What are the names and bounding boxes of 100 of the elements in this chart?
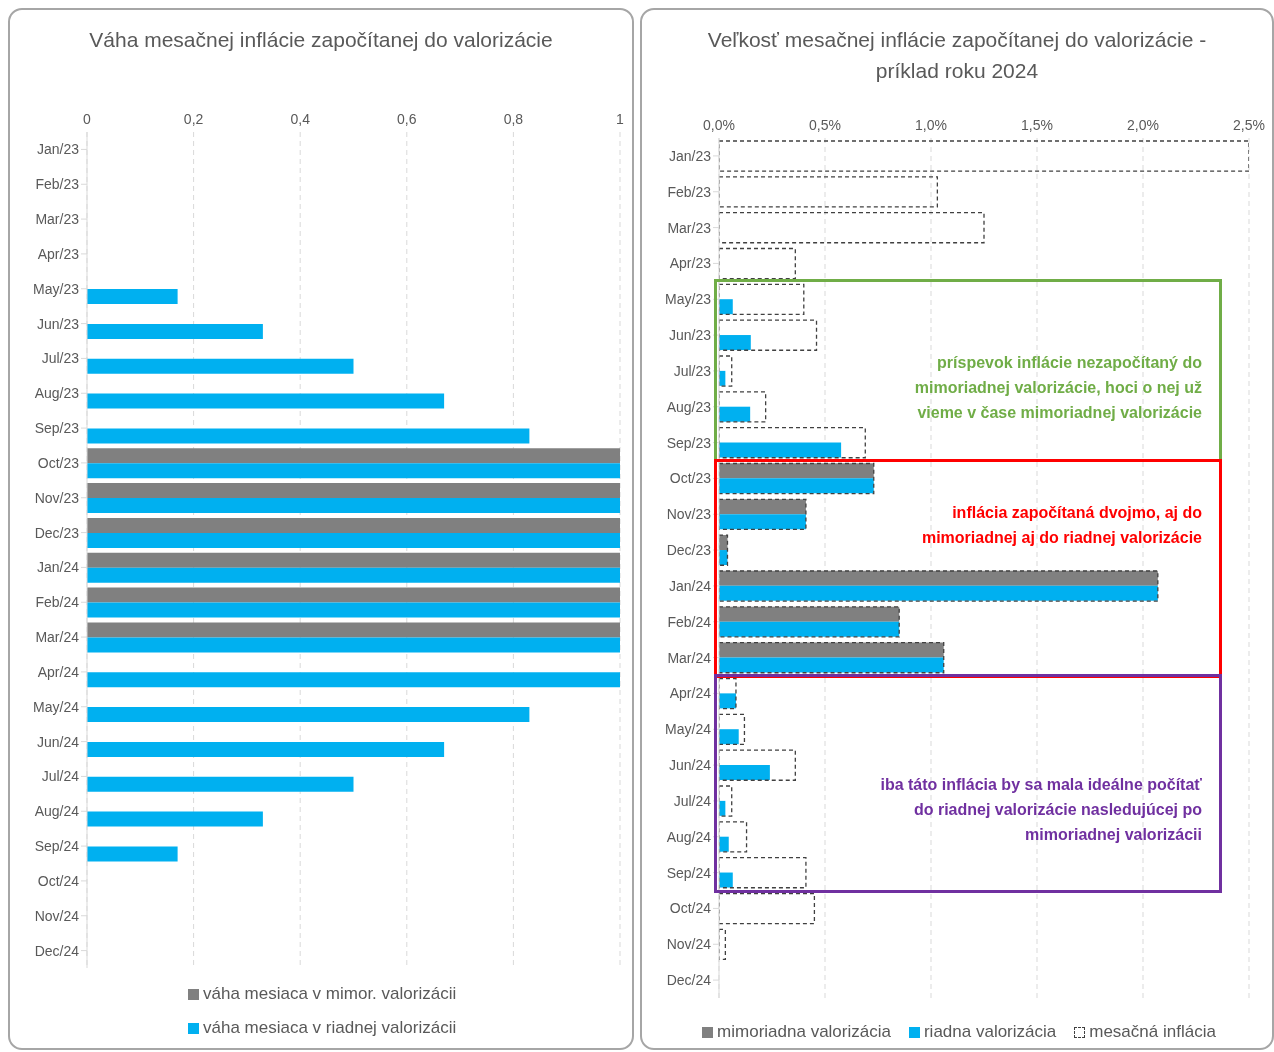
- bar: [719, 514, 806, 530]
- y-tick-label: Aug/24: [34, 803, 80, 820]
- y-tick-label: May/24: [33, 698, 80, 715]
- chart-title: Veľkosť mesačnej inflácie započítanej do valorizácie - príklad roku 2024: [706, 27, 1208, 84]
- y-tick-label: Jun/23: [668, 327, 712, 344]
- y-tick-label: Aug/24: [666, 828, 712, 845]
- bar: [719, 642, 944, 658]
- y-tick-label: Jul/23: [673, 362, 712, 379]
- y-tick-label: Apr/23: [669, 255, 712, 272]
- bar: [719, 498, 807, 531]
- chart-title: Váha mesačnej inflácie započítanej do valorizácie: [88, 27, 554, 53]
- bar: [719, 299, 733, 315]
- bar: [719, 657, 944, 673]
- bar: [87, 393, 445, 409]
- y-tick-label: Jan/23: [36, 141, 80, 158]
- bar: [719, 478, 874, 494]
- bar: [719, 335, 751, 351]
- y-tick-label: Dec/24: [666, 972, 712, 989]
- bar: [87, 358, 354, 374]
- bar: [719, 247, 796, 280]
- x-tick-label: 0,8: [503, 111, 524, 127]
- annotation: iba táto inflácia by sa mala ideálne počítať do riadnej valorizácie nasledujúcej po mimoriadnej valorizácii: [879, 775, 1202, 846]
- bar: [87, 707, 530, 723]
- bar: [719, 570, 1159, 602]
- annotation: inflácia započítaná dvojmo, aj do mimoriadnej aj do riadnej valorizácie: [920, 503, 1202, 548]
- y-tick-label: Oct/24: [37, 872, 80, 889]
- bar: [719, 212, 985, 244]
- bar: [87, 552, 620, 568]
- bar: [719, 892, 816, 925]
- bar: [719, 319, 818, 351]
- bar: [87, 517, 620, 533]
- annotation: príspevok inflácie nezapočítaný do mimoriadnej valorizácie, hoci o nej už vieme v čase mimoriadnej valorizácie: [913, 352, 1202, 423]
- bar: [87, 637, 620, 653]
- y-tick-label: Aug/23: [666, 398, 712, 415]
- bar: [87, 323, 263, 339]
- y-tick-label: Jun/24: [36, 733, 80, 750]
- bar: [719, 606, 900, 622]
- y-tick-label: Jan/24: [36, 559, 80, 576]
- y-tick-label: Jun/24: [668, 757, 712, 774]
- bar: [719, 857, 807, 889]
- bar: [719, 585, 1158, 601]
- y-tick-label: Sep/23: [666, 434, 712, 451]
- bar: [87, 567, 620, 583]
- y-tick-label: Mar/24: [667, 649, 712, 666]
- y-tick-label: Nov/23: [666, 506, 712, 523]
- y-tick-label: Jun/23: [36, 315, 80, 332]
- y-tick-label: Mar/23: [35, 211, 80, 228]
- bar: [719, 406, 751, 422]
- bar: [719, 442, 842, 458]
- y-tick-label: May/24: [665, 721, 712, 738]
- y-tick-label: Jan/23: [668, 147, 712, 164]
- y-tick-label: Dec/24: [34, 942, 80, 959]
- bar: [87, 532, 620, 548]
- y-tick-label: May/23: [665, 291, 712, 308]
- y-tick-label: Feb/23: [667, 183, 712, 200]
- y-tick-label: Jul/24: [41, 768, 80, 785]
- bar: [87, 846, 178, 862]
- bar: [719, 821, 748, 853]
- bar: [87, 587, 620, 603]
- bar: [87, 811, 263, 827]
- x-tick-label: 0,6: [397, 111, 417, 127]
- y-tick-label: Oct/23: [669, 470, 712, 487]
- x-tick-label: 2,5%: [1233, 117, 1265, 133]
- bar: [719, 534, 729, 566]
- y-tick-label: Oct/23: [37, 454, 80, 471]
- bar: [719, 713, 746, 746]
- y-tick-label: Apr/24: [669, 685, 712, 702]
- bar: [719, 427, 866, 459]
- bar: [87, 428, 530, 444]
- bar: [87, 776, 354, 792]
- bar: [719, 463, 874, 479]
- x-tick-label: 0,0%: [703, 117, 735, 133]
- y-tick-label: Apr/23: [37, 245, 80, 262]
- y-tick-label: Nov/24: [34, 907, 80, 924]
- legend-label: mimoriadna valorizácia: [717, 1022, 891, 1042]
- bar: [719, 355, 733, 387]
- bar: [719, 462, 875, 495]
- y-tick-label: Nov/23: [34, 489, 80, 506]
- y-tick-label: Aug/23: [34, 385, 80, 402]
- y-tick-label: Dec/23: [34, 524, 80, 541]
- legend-label: váha mesiaca v riadnej valorizácii: [203, 1018, 457, 1038]
- bar: [719, 693, 736, 709]
- bar: [87, 289, 178, 305]
- bar: [719, 785, 733, 817]
- y-tick-label: Sep/24: [666, 864, 712, 881]
- bar: [87, 498, 620, 514]
- bar: [87, 672, 620, 688]
- y-tick-label: Feb/24: [667, 613, 712, 630]
- bar: [719, 928, 727, 961]
- bar: [719, 872, 733, 888]
- legend-label: riadna valorizácia: [923, 1022, 1057, 1042]
- bar: [719, 283, 805, 316]
- bar: [719, 391, 767, 423]
- y-tick-label: May/23: [33, 280, 80, 297]
- bar: [719, 836, 729, 852]
- bar: [719, 642, 945, 674]
- bar: [87, 448, 620, 464]
- x-tick-label: 0: [83, 111, 92, 127]
- bar: [87, 622, 620, 638]
- bar: [719, 729, 739, 745]
